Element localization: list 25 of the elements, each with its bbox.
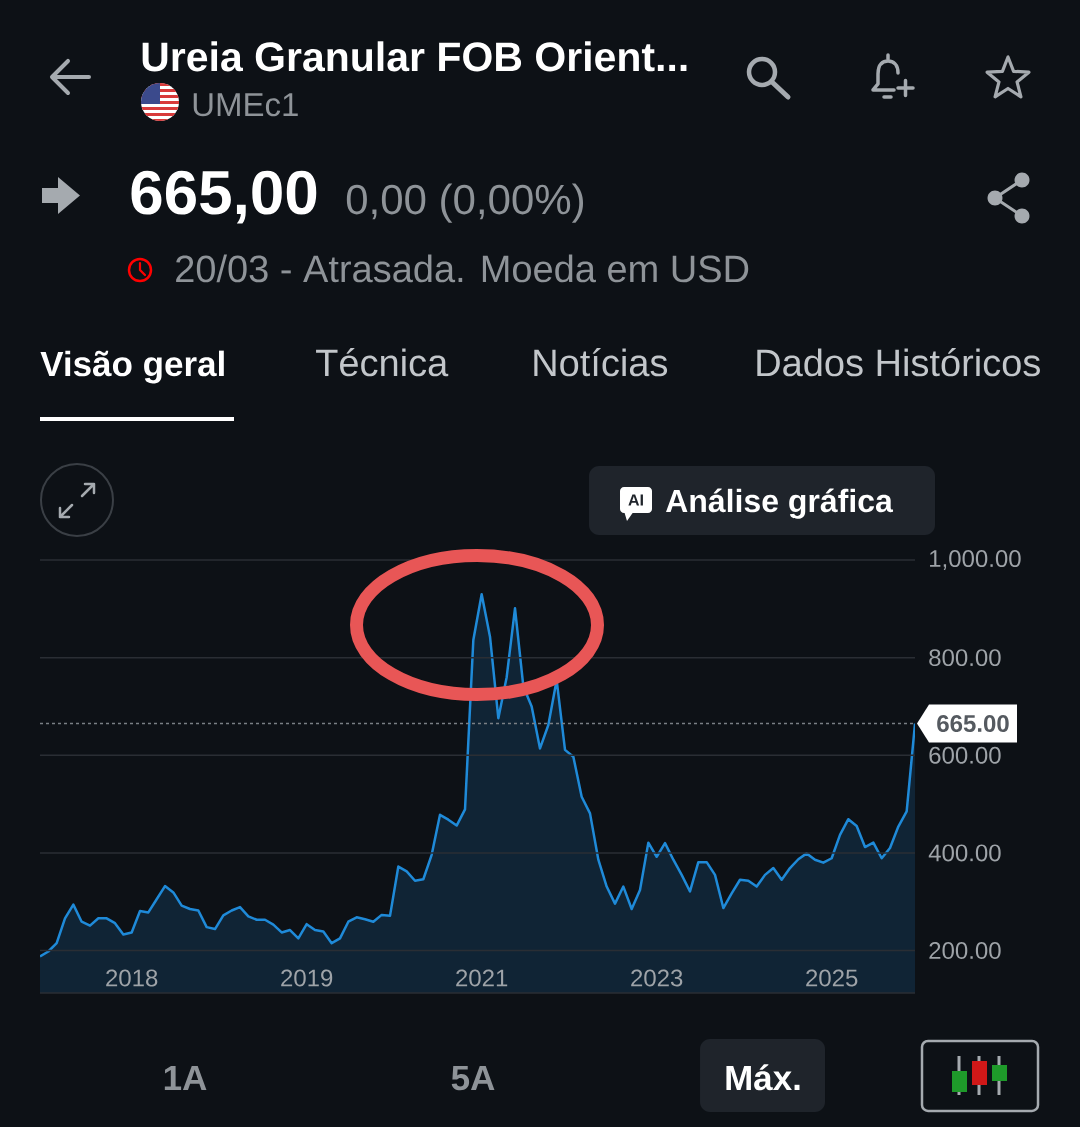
x-tick-label: 2025 bbox=[806, 969, 858, 987]
text: 5A bbox=[451, 1065, 495, 1091]
text: 1A bbox=[164, 1065, 207, 1090]
x-tick-label: 2023 bbox=[631, 969, 683, 987]
y-tick-label: 1,000.00 bbox=[930, 550, 1021, 570]
x-tick-label: 2018 bbox=[106, 969, 158, 987]
chart-title: Ureia Granular FOB Orient... bbox=[142, 41, 687, 72]
y-tick-label: 600.00 bbox=[929, 746, 1001, 764]
text: AI bbox=[628, 494, 643, 506]
x-tick-label: 2019 bbox=[281, 969, 333, 987]
text: Notícias bbox=[534, 348, 668, 377]
text: Visão geral bbox=[40, 350, 224, 384]
text: Dados Históricos bbox=[757, 348, 1040, 377]
text: Análise gráfica bbox=[666, 488, 894, 519]
x-tick-label: 2021 bbox=[456, 969, 508, 987]
y-tick-label: 800.00 bbox=[929, 649, 1001, 667]
text: 0,00 (0,00%) bbox=[346, 183, 584, 223]
text: 665,00 bbox=[131, 170, 317, 224]
y-tick-label: 400.00 bbox=[928, 844, 1001, 862]
ref-line-label: 665.00 bbox=[937, 715, 1009, 733]
y-tick-label: 200.00 bbox=[929, 942, 1001, 960]
text: 20/03 - Atrasada. Moeda em USD bbox=[176, 254, 749, 283]
chart-subtitle: UMEc1 bbox=[193, 93, 298, 117]
text: Máx. bbox=[726, 1064, 800, 1091]
text: Técnica bbox=[316, 348, 449, 377]
